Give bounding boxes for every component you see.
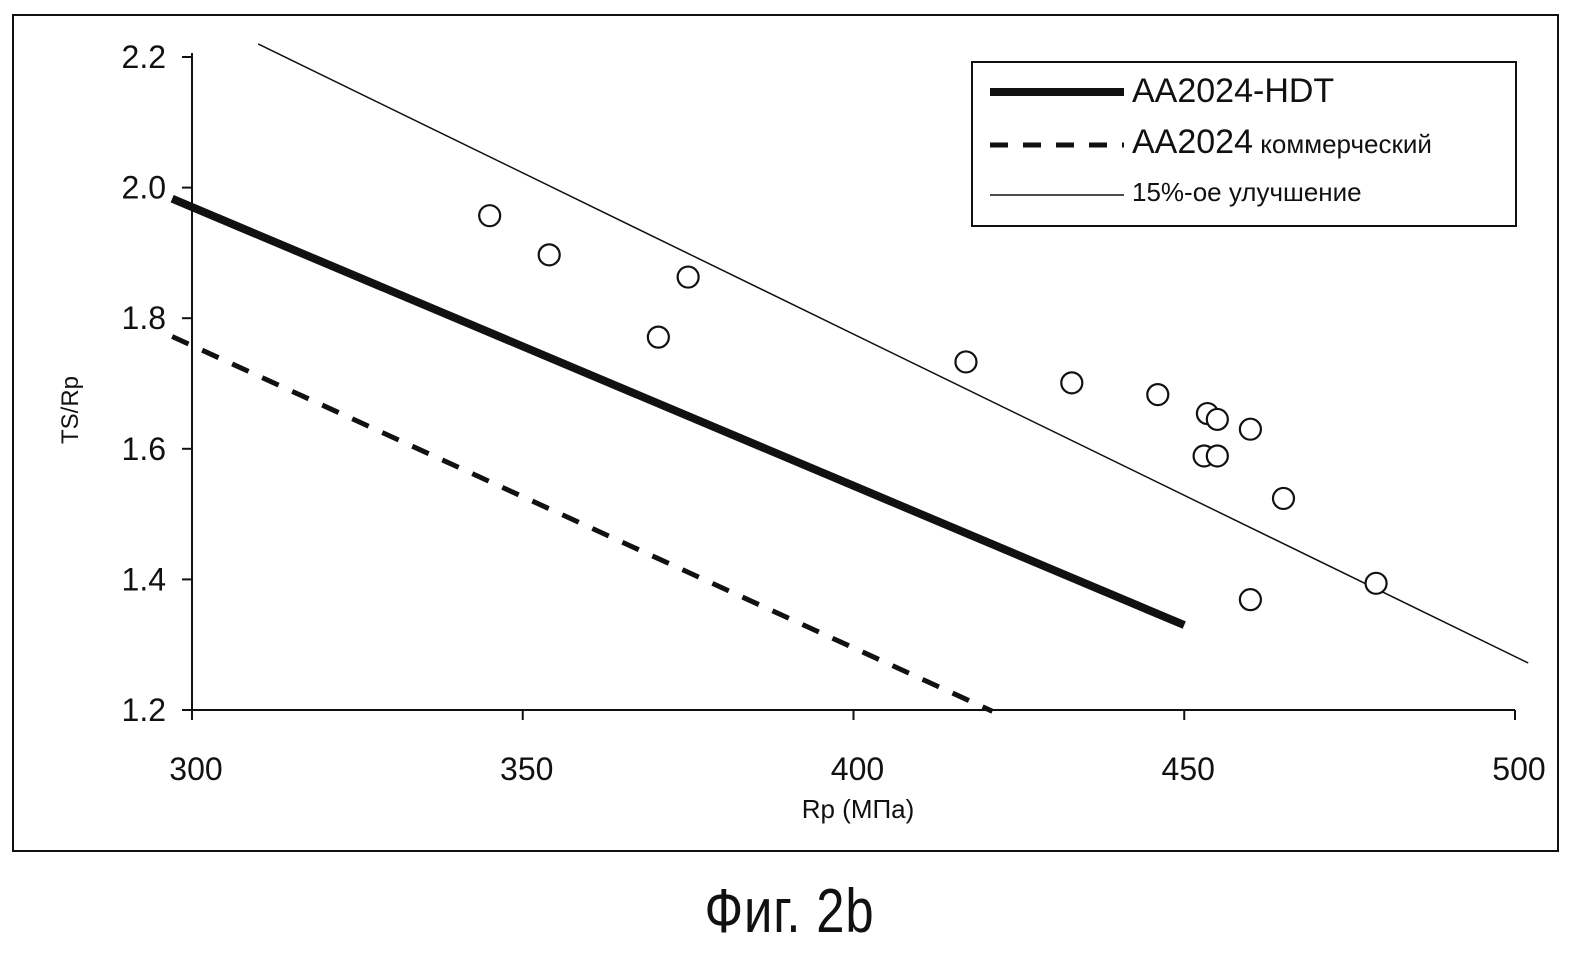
data-point — [1060, 371, 1084, 395]
data-point — [1364, 571, 1388, 595]
series-lines — [170, 43, 1529, 714]
data-points — [478, 204, 1388, 612]
legend-label-commercial-suffix: коммерческий — [1253, 129, 1432, 159]
data-point — [1271, 486, 1296, 511]
chart-frame — [12, 14, 1559, 852]
series-line-commercial — [171, 334, 994, 714]
data-point — [537, 243, 561, 267]
data-point — [1146, 383, 1170, 407]
data-point — [478, 204, 502, 228]
y-tick-label: 2.0 — [122, 170, 166, 206]
axes: 1.2 1.4 1.6 1.8 2.0 2.2 300 350 400 450 500 — [122, 39, 1546, 787]
y-tick-label: 1.2 — [122, 692, 166, 728]
data-point — [646, 325, 670, 349]
y-tick-label: 1.4 — [122, 561, 166, 597]
data-point — [1205, 444, 1229, 468]
y-tick-label: 2.2 — [122, 39, 166, 75]
data-point — [676, 265, 700, 289]
data-point — [1238, 417, 1263, 441]
x-axis-label: Rp (МПа) — [802, 794, 915, 824]
series-line-hdt — [170, 195, 1186, 629]
legend-label-commercial: AA2024 коммерческий — [1132, 123, 1432, 161]
figure-caption: Фиг. 2b — [704, 877, 875, 946]
y-tick-label: 1.6 — [122, 431, 166, 467]
x-tick-label: 350 — [500, 751, 553, 787]
x-tick-label: 300 — [169, 751, 222, 787]
x-tick-label: 400 — [831, 751, 884, 787]
data-point — [954, 350, 978, 374]
legend-label-improvement: 15%-ое улучшение — [1132, 177, 1362, 207]
x-tick-label: 450 — [1162, 751, 1215, 787]
y-tick-label: 1.8 — [122, 300, 166, 336]
legend: AA2024-HDT AA2024 коммерческий 15%-ое ул… — [971, 61, 1517, 227]
x-tick-label: 500 — [1492, 751, 1545, 787]
series-line-improvement — [257, 43, 1529, 664]
legend-label-hdt: AA2024-HDT — [1132, 72, 1334, 110]
y-axis-label: TS/Rp — [57, 376, 84, 444]
legend-label-commercial-main: AA2024 — [1132, 123, 1253, 161]
data-point — [1205, 407, 1229, 432]
data-point — [1238, 588, 1263, 612]
